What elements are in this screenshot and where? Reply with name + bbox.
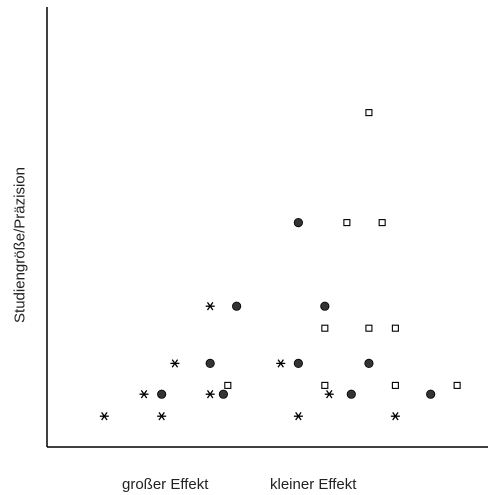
- filled-circle-marker: [293, 218, 303, 228]
- filled-circle-marker: [426, 389, 436, 399]
- star-marker: [293, 412, 303, 421]
- star-marker: [99, 412, 109, 421]
- star-marker: [205, 390, 215, 399]
- star-marker: [170, 359, 180, 368]
- star-marker: [324, 390, 334, 399]
- open-square-marker: [365, 324, 373, 332]
- open-square-marker: [343, 219, 351, 227]
- filled-circle-marker: [364, 358, 374, 368]
- x-axis-label-right: kleiner Effekt: [270, 476, 357, 493]
- filled-circle-marker: [232, 301, 242, 311]
- filled-circle-marker: [346, 389, 356, 399]
- data-markers: [99, 109, 461, 421]
- filled-circle-marker: [205, 358, 215, 368]
- open-square-marker: [224, 381, 232, 389]
- star-marker: [276, 359, 286, 368]
- open-square-marker: [378, 219, 386, 227]
- open-square-marker: [365, 109, 373, 117]
- y-axis-label: Studiengröße/Präzision: [11, 167, 29, 323]
- x-axis-label-left: großer Effekt: [122, 476, 209, 493]
- star-marker: [139, 390, 149, 399]
- open-square-marker: [321, 381, 329, 389]
- open-square-marker: [321, 324, 329, 332]
- open-square-marker: [391, 381, 399, 389]
- filled-circle-marker: [218, 389, 228, 399]
- filled-circle-marker: [157, 389, 167, 399]
- star-marker: [157, 412, 167, 421]
- star-marker: [205, 302, 215, 311]
- star-marker: [390, 412, 400, 421]
- open-square-marker: [453, 381, 461, 389]
- filled-circle-marker: [320, 301, 330, 311]
- open-square-marker: [391, 324, 399, 332]
- filled-circle-marker: [293, 358, 303, 368]
